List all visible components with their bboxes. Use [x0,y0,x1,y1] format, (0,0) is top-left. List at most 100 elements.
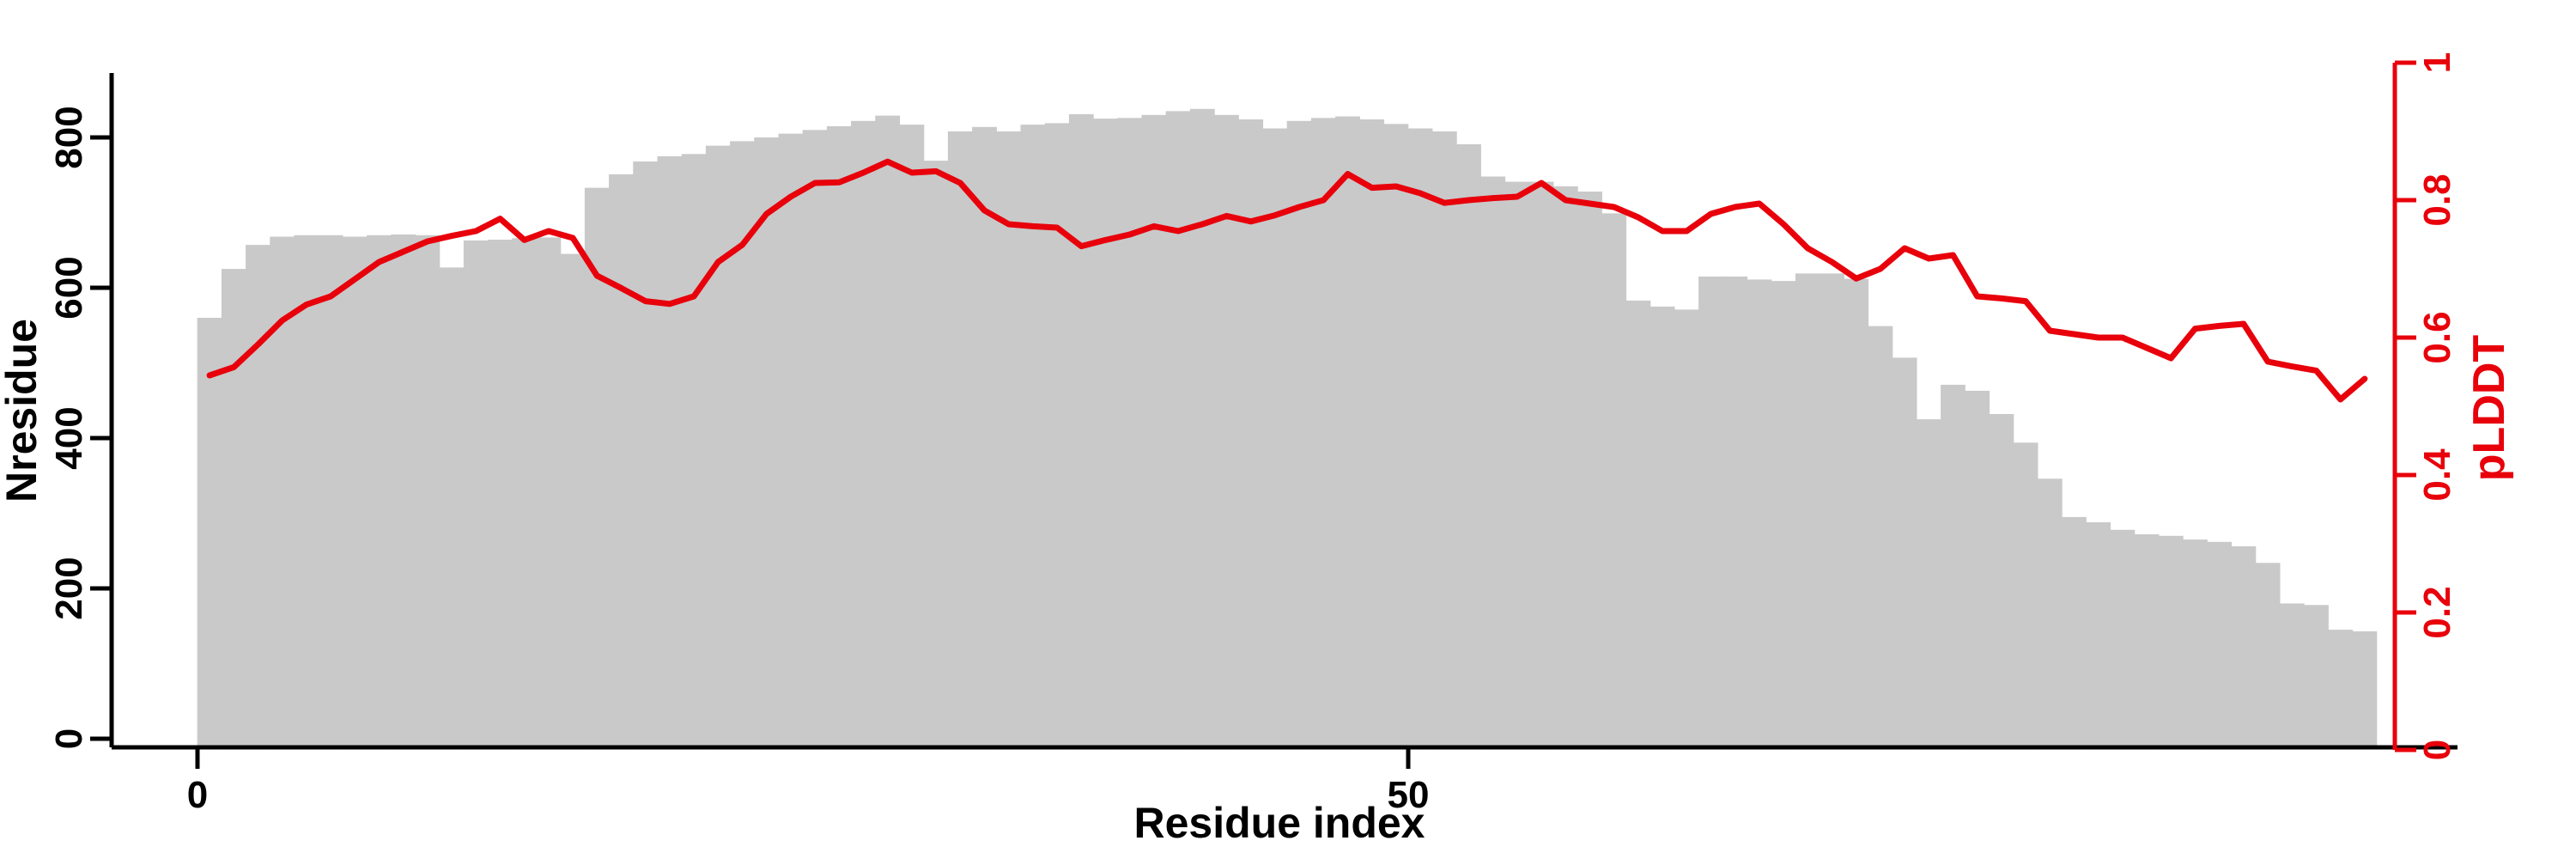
axes-layer [90,60,2458,769]
x-tick-label: 0 [187,774,208,816]
y-right-tick-label: 0 [2416,740,2458,760]
bar [2086,522,2111,746]
bar [1916,419,1941,746]
y-right-tick-label: 0.8 [2416,174,2458,226]
bar [2037,478,2063,747]
bar [2352,631,2378,746]
bar [2255,563,2281,747]
bar [1068,113,1094,746]
bar [2110,529,2136,747]
bar [415,235,440,747]
bar [996,131,1022,746]
bar [705,145,731,747]
bar [1868,326,1893,746]
bar [463,240,489,746]
bar [1020,125,1046,747]
bar [2013,442,2038,747]
tick-labels-layer: 0 200 400 600 800 0 50 0 0.2 0.4 0.6 0.8 1 [48,52,2458,816]
bar [1989,414,2014,746]
bar [342,236,368,746]
bar [778,133,804,747]
plddt-line [206,158,2368,403]
bar [923,161,949,747]
bar [1189,108,1215,747]
bar [1456,143,1481,746]
bar [1431,131,1457,746]
y-right-tick-label: 0.2 [2416,586,2458,638]
y-left-tick-label: 800 [48,106,90,168]
bar [1383,124,1409,747]
bar [826,125,852,746]
x-tick-label: 50 [1388,774,1430,816]
bar [1310,118,1336,747]
y-axis-left-title: Nresidue [0,319,46,503]
bar [1528,181,1554,747]
bar [754,137,780,746]
bar [1844,278,1869,746]
x-axis-title: Residue index [1134,799,1425,847]
bar [2158,535,2184,747]
bar [1771,281,1796,747]
bar [560,253,586,747]
bar [1965,390,1990,746]
bar [1698,276,1723,746]
y-axis-right-title: pLDDT [2464,335,2514,482]
bar [1093,119,1118,747]
bar [2062,516,2087,746]
bar [1577,192,1602,746]
bar [972,126,997,747]
bar [439,267,465,746]
bar [947,131,973,746]
bar [609,174,634,746]
bar [2207,541,2233,747]
bar [536,237,562,746]
bar [294,235,319,747]
bar [246,245,270,747]
bar [1795,273,1820,746]
bar [318,235,343,747]
bar [2183,539,2208,746]
y-left-tick-label: 400 [48,406,90,469]
bar [1335,116,1360,746]
bar [1044,123,1070,746]
y-left-tick-label: 0 [48,728,90,749]
bar [899,125,925,747]
bar [2304,605,2329,747]
bar [512,238,538,747]
bar [1359,119,1385,746]
bar [367,235,392,747]
bar [1747,279,1772,746]
bar [875,115,901,747]
y-right-tick-label: 1 [2416,52,2458,73]
bar [1165,111,1191,746]
bar [802,130,828,747]
bar [1722,276,1748,746]
y-right-tick-label: 0.4 [2416,448,2458,502]
bar [1820,273,1844,746]
bar [1649,306,1675,746]
bar [197,318,222,746]
bar [1892,357,1917,746]
bar [1286,120,1312,747]
bar [1625,300,1651,746]
bar [1552,186,1578,746]
bar [1214,114,1239,747]
bar [1674,309,1699,746]
bar [1141,114,1167,747]
bar [1407,128,1433,746]
bars-layer [197,108,2378,747]
y-right-tick-label: 0.6 [2416,311,2458,363]
bar [488,240,513,746]
bar [681,154,707,747]
bar [2231,546,2257,746]
bar [2328,630,2354,746]
bar [2134,534,2160,746]
bar [1262,128,1288,746]
bar [391,234,416,746]
bar [1601,213,1627,746]
bar [1117,118,1143,747]
bar [1480,176,1506,746]
bar [657,155,683,746]
